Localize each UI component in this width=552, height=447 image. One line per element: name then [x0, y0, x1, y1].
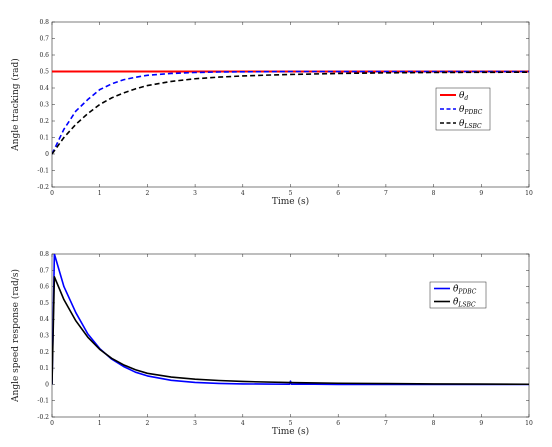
x-tick-label: 5	[289, 190, 293, 197]
x-tick-label: 7	[384, 420, 388, 427]
x-tick-label: 0	[50, 420, 54, 427]
legend-subscript: PDBC	[463, 109, 482, 116]
y-tick-label: 0.4	[39, 85, 49, 92]
y-tick-label: 0.8	[39, 251, 49, 258]
legend-entry: θLSBC	[459, 119, 482, 130]
y-tick-label: 0.4	[39, 316, 49, 323]
legend-subscript: LSBC	[457, 302, 476, 309]
x-tick-label: 6	[336, 420, 340, 427]
y-axis-label: Angle tracking (rad)	[10, 58, 21, 152]
legend-entry: θ̇PDBC	[453, 285, 477, 296]
y-tick-label: 0.2	[39, 118, 49, 125]
x-axis-label: Time (s)	[272, 426, 309, 437]
x-tick-label: 1	[98, 190, 102, 197]
series-line-lsbc	[52, 276, 529, 386]
x-tick-label: 10	[525, 420, 533, 427]
y-tick-label: 0.6	[39, 284, 49, 291]
legend-entry: θPDBC	[459, 105, 483, 116]
legend-symbol: θ	[459, 119, 465, 129]
y-tick-label: 0.7	[39, 36, 49, 43]
x-tick-label: 7	[384, 190, 388, 197]
y-tick-label: 0.1	[39, 365, 49, 372]
x-tick-label: 4	[241, 420, 245, 427]
x-tick-label: 1	[98, 420, 102, 427]
chart-panel-2: 0 1 2 3 4 5 6 7 8 9 10 -0.2 -0.1 0 0.1 0.2 0.3 0.4 0.5 0.6 0…	[10, 251, 533, 437]
legend-subscript: LSBC	[463, 123, 482, 130]
y-tick-label: -0.2	[37, 184, 49, 191]
y-tick-label: 0.6	[39, 52, 49, 59]
chart-panel-1: 0 1 2 3 4 5 6 7 8 9 10 -0.2 -0.1 0 0.1 0.2 0.3 0.4 0.5 0.6 0…	[10, 19, 533, 207]
series-line-pdbc	[52, 70, 529, 155]
legend-entry: θd	[459, 91, 468, 102]
legend-symbol: θ̇	[453, 298, 459, 308]
legend-symbol: θ	[459, 105, 465, 115]
x-tick-label: 3	[193, 190, 197, 197]
legend-symbol: θ	[459, 91, 465, 101]
y-tick-label: 0	[45, 151, 49, 158]
x-axis-label: Time (s)	[272, 196, 309, 207]
y-tick-label: 0.3	[39, 102, 49, 109]
x-tick-label: 3	[193, 420, 197, 427]
x-tick-label: 8	[432, 420, 436, 427]
x-tick-label: 9	[479, 420, 483, 427]
x-tick-label: 9	[479, 190, 483, 197]
legend-box	[429, 281, 487, 309]
x-tick-label: 5	[289, 420, 293, 427]
y-tick-label: -0.1	[37, 168, 49, 175]
y-tick-label: 0	[45, 381, 49, 388]
y-tick-label: 0.1	[39, 135, 49, 142]
y-tick-label: -0.1	[37, 398, 49, 405]
y-tick-label: 0.5	[39, 300, 49, 307]
legend-entry: θ̇LSBC	[453, 298, 476, 309]
x-tick-label: 4	[241, 190, 245, 197]
legend-subscript: d	[464, 95, 468, 102]
y-tick-label: 0.8	[39, 19, 49, 26]
y-axis-label: Angle speed response (rad/s)	[10, 269, 21, 403]
legend-subscript: PDBC	[457, 289, 476, 296]
plot-area	[51, 253, 530, 418]
y-tick-label: -0.2	[37, 414, 49, 421]
y-tick-label: 0.5	[39, 69, 49, 76]
y-tick-label: 0.2	[39, 349, 49, 356]
legend-symbol: θ̇	[453, 285, 459, 295]
y-tick-label: 0.7	[39, 267, 49, 274]
series-line-lsbc	[52, 71, 529, 155]
x-tick-label: 8	[432, 190, 436, 197]
x-tick-label: 2	[145, 190, 149, 197]
y-tick-label: 0.3	[39, 333, 49, 340]
x-tick-label: 6	[336, 190, 340, 197]
x-tick-label: 10	[525, 190, 533, 197]
x-tick-label: 0	[50, 190, 54, 197]
series-line-pdbc	[52, 254, 529, 386]
x-tick-label: 2	[145, 420, 149, 427]
